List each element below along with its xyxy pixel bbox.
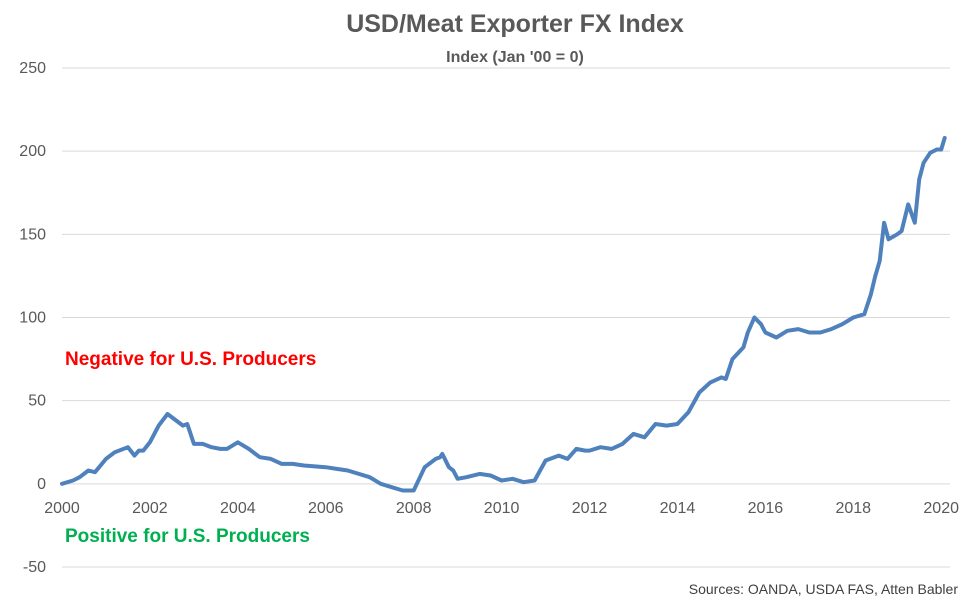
- y-tick-label: 250: [19, 60, 46, 77]
- annotation-positive: Positive for U.S. Producers: [65, 526, 310, 547]
- x-tick-label: 2010: [484, 500, 520, 517]
- annotation-negative: Negative for U.S. Producers: [65, 349, 316, 370]
- x-tick-label: 2012: [572, 500, 608, 517]
- x-axis: 2000 2002 2004 2006 2008 2010 2012 2014 2016 2018…: [44, 500, 959, 517]
- series-group: [60, 135, 947, 493]
- x-tick-label: 2000: [44, 500, 80, 517]
- x-tick-label: 2016: [748, 500, 784, 517]
- x-tick-label: 2002: [132, 500, 168, 517]
- series-line-0: [60, 135, 947, 493]
- y-axis: -50 0 50 100 150 200 250: [19, 60, 46, 576]
- y-tick-label: 50: [28, 393, 46, 410]
- x-tick-label: 2014: [660, 500, 696, 517]
- y-tick-label: 0: [37, 476, 46, 493]
- chart-title: USD/Meat Exporter FX Index: [346, 10, 684, 38]
- x-tick-label: 2008: [396, 500, 432, 517]
- chart-subtitle: Index (Jan '00 = 0): [446, 49, 584, 66]
- y-tick-label: 150: [19, 226, 46, 243]
- source-note: Sources: OANDA, USDA FAS, Atten Babler: [689, 581, 959, 597]
- y-tick-label: -50: [23, 559, 46, 576]
- y-tick-label: 100: [19, 310, 46, 327]
- x-tick-label: 2020: [923, 500, 959, 517]
- x-tick-label: 2018: [835, 500, 871, 517]
- x-tick-label: 2006: [308, 500, 344, 517]
- x-tick-label: 2004: [220, 500, 256, 517]
- gridlines: [62, 67, 950, 568]
- y-tick-label: 200: [19, 143, 46, 160]
